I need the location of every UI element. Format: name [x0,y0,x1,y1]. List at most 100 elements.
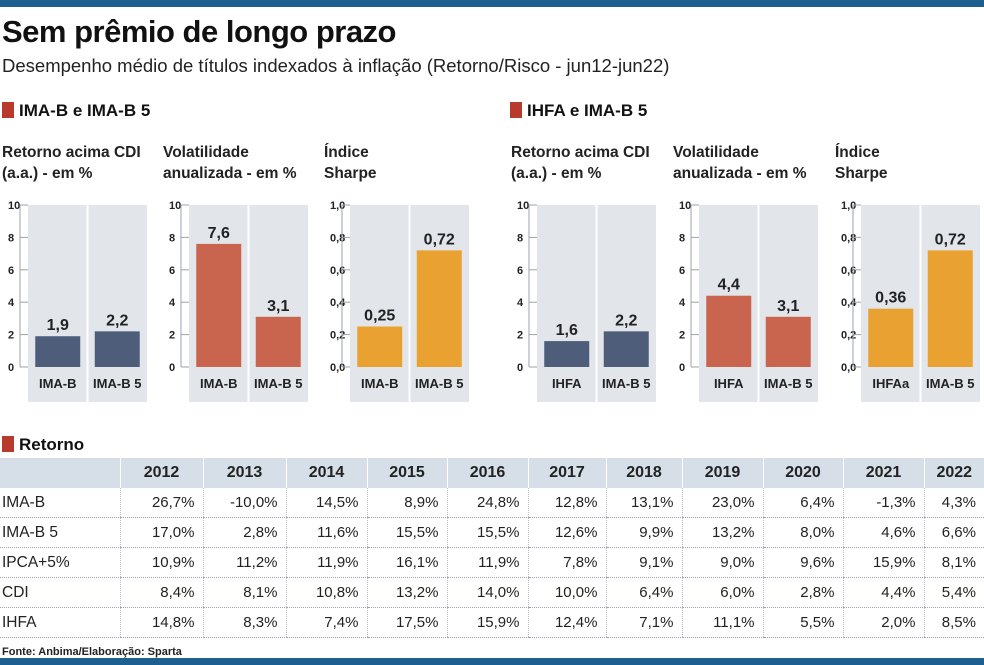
x-category-label: IMA-B 5 [764,376,812,391]
table-cell: 9,6% [762,547,843,578]
panel-title-line: Volatilidade [163,144,249,161]
table-cell: -1,3% [842,488,924,518]
table-cell: 8,3% [202,607,286,638]
section-marker-icon [510,102,522,118]
bar-value-label: 1,6 [556,322,578,339]
table-cell: 4,6% [842,517,924,548]
y-tick-label: 2 [679,330,685,342]
y-tick-label: 8 [8,232,14,244]
table-row: IMA-B 26,7% -10,0% 14,5% 8,9% 24,8% 12,8% 13,1%… [0,488,984,518]
table-cell: 6,6% [923,517,984,548]
y-tick-label: 8 [517,232,523,244]
table-cell: 6,4% [762,488,843,518]
x-category-label: IHFAa [872,376,910,391]
bar-chart-svg: 0,0 0,2 0,4 0,6 0,8 1,0 0,25 IMA-B 0,72 IMA-B 5 [330,200,469,402]
section-head-left: IMA-B e IMA-B 5 [2,101,150,121]
table-cell: 2,8% [762,577,843,608]
x-category-label: IHFA [552,376,582,391]
table-column-header: 2020 [762,458,843,488]
y-tick-label: 10 [679,200,691,212]
bottom-accent-bar [0,658,984,665]
table-cell: 4,3% [923,488,984,518]
table-cell: 8,0% [762,517,843,548]
section-label-right: IHFA e IMA-B 5 [527,101,648,120]
panel-title-line: (a.a.) - em % [511,165,602,182]
x-category-label: IHFA [714,376,744,391]
section-label-table: Retorno [19,435,85,454]
table-column-header: 2014 [285,458,367,488]
y-tick-label: 0 [679,362,685,374]
x-category-label: IMA-B 5 [602,376,650,391]
x-category-label: IMA-B 5 [415,376,463,391]
bar [94,331,140,367]
table-cell: 13,2% [366,577,447,608]
panel-title-volatilidade-left: Volatilidade anualizada - em % [163,142,297,184]
table-row: CDI 8,4% 8,1% 10,8% 13,2% 14,0% 10,0% 6,4% 6,0% 2… [0,577,984,608]
table-cell: 2,8% [202,517,286,548]
table-cell: 26,7% [119,488,203,518]
y-tick-label: 0,0 [841,362,856,374]
bar [544,341,590,367]
table-cell: 9,1% [605,547,682,578]
table-column-header: 2022 [923,458,984,488]
table-cell: 8,5% [923,607,984,638]
bar-value-label: 2,2 [615,312,637,329]
table-column-header: 2012 [119,458,203,488]
y-tick-label: 0,2 [330,330,345,342]
bar-chart-svg: 0,0 0,2 0,4 0,6 0,8 1,0 0,36 IHFAa 0,72 IMA-B 5 [841,200,980,402]
bar-value-label: 0,72 [935,231,966,248]
y-tick-label: 8 [679,232,685,244]
bar [765,316,811,367]
table-cell: 7,4% [285,607,367,638]
table-column-header: 2018 [605,458,682,488]
table-header-row: 2012 2013 2014 2015 2016 2017 2018 2019 … [0,458,984,488]
section-label-left: IMA-B e IMA-B 5 [19,101,151,120]
table-cell: 9,9% [605,517,682,548]
bar-value-label: 0,25 [364,308,395,325]
table-row: IPCA+5% 10,9% 11,2% 11,9% 16,1% 11,9% 7,8% 9,1%… [0,547,984,578]
panel-title-line: Retorno acima CDI [511,144,650,161]
panel-title-sharpe-right: Índice Sharpe [835,142,888,184]
table-cell: 15,5% [366,517,447,548]
table-cell: 6,4% [605,577,682,608]
bar [416,250,462,367]
bar-value-label: 3,1 [777,298,799,315]
table-cell: 17,5% [366,607,447,638]
bar [255,316,301,367]
table-cell: 8,9% [366,488,447,518]
y-tick-label: 6 [169,265,175,277]
bar-value-label: 7,6 [208,225,230,242]
table-cell: 12,8% [527,488,606,518]
table-cell: 13,2% [681,517,763,548]
bar-chart-svg: 0 2 4 6 8 10 4,4 IHFA 3,1 IMA-B 5 [679,200,818,402]
table-column-header: 2013 [202,458,286,488]
panel-title-line: (a.a.) - em % [2,165,93,182]
returns-table: 2012 2013 2014 2015 2016 2017 2018 2019 … [0,458,984,638]
y-tick-label: 0,8 [330,232,345,244]
y-tick-label: 10 [517,200,529,212]
y-tick-label: 0,2 [841,330,856,342]
y-tick-label: 4 [169,297,176,309]
table-cell: 12,4% [527,607,606,638]
y-tick-label: 2 [8,330,14,342]
top-accent-bar [0,0,984,7]
table-cell: 5,5% [762,607,843,638]
table-cell: 15,9% [446,607,528,638]
source-note: Fonte: Anbima/Elaboração: Sparta [2,646,182,658]
bar [868,308,914,367]
section-marker-icon [2,102,14,118]
x-category-label: IMA-B 5 [93,376,141,391]
y-tick-label: 2 [517,330,523,342]
table-row-label: IMA-B 5 [0,517,120,548]
table-cell: 11,9% [446,547,528,578]
y-tick-label: 0,8 [841,232,856,244]
table-cell: 11,9% [285,547,367,578]
bar-value-label: 0,72 [424,231,455,248]
table-cell: 6,0% [681,577,763,608]
bar-chart-volatilidade-ihfa: 0 2 4 6 8 10 4,4 IHFA 3,1 IMA-B 5 [671,195,818,402]
table-cell: 16,1% [366,547,447,578]
table-cell: 11,2% [202,547,286,578]
table-row-label: IPCA+5% [0,547,120,578]
table-column-header: 2017 [527,458,606,488]
table-cell: 8,4% [119,577,203,608]
